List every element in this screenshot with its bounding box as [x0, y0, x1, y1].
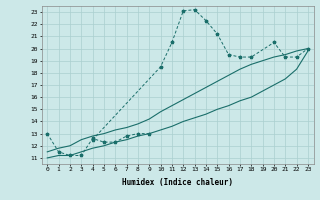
X-axis label: Humidex (Indice chaleur): Humidex (Indice chaleur) [122, 178, 233, 187]
